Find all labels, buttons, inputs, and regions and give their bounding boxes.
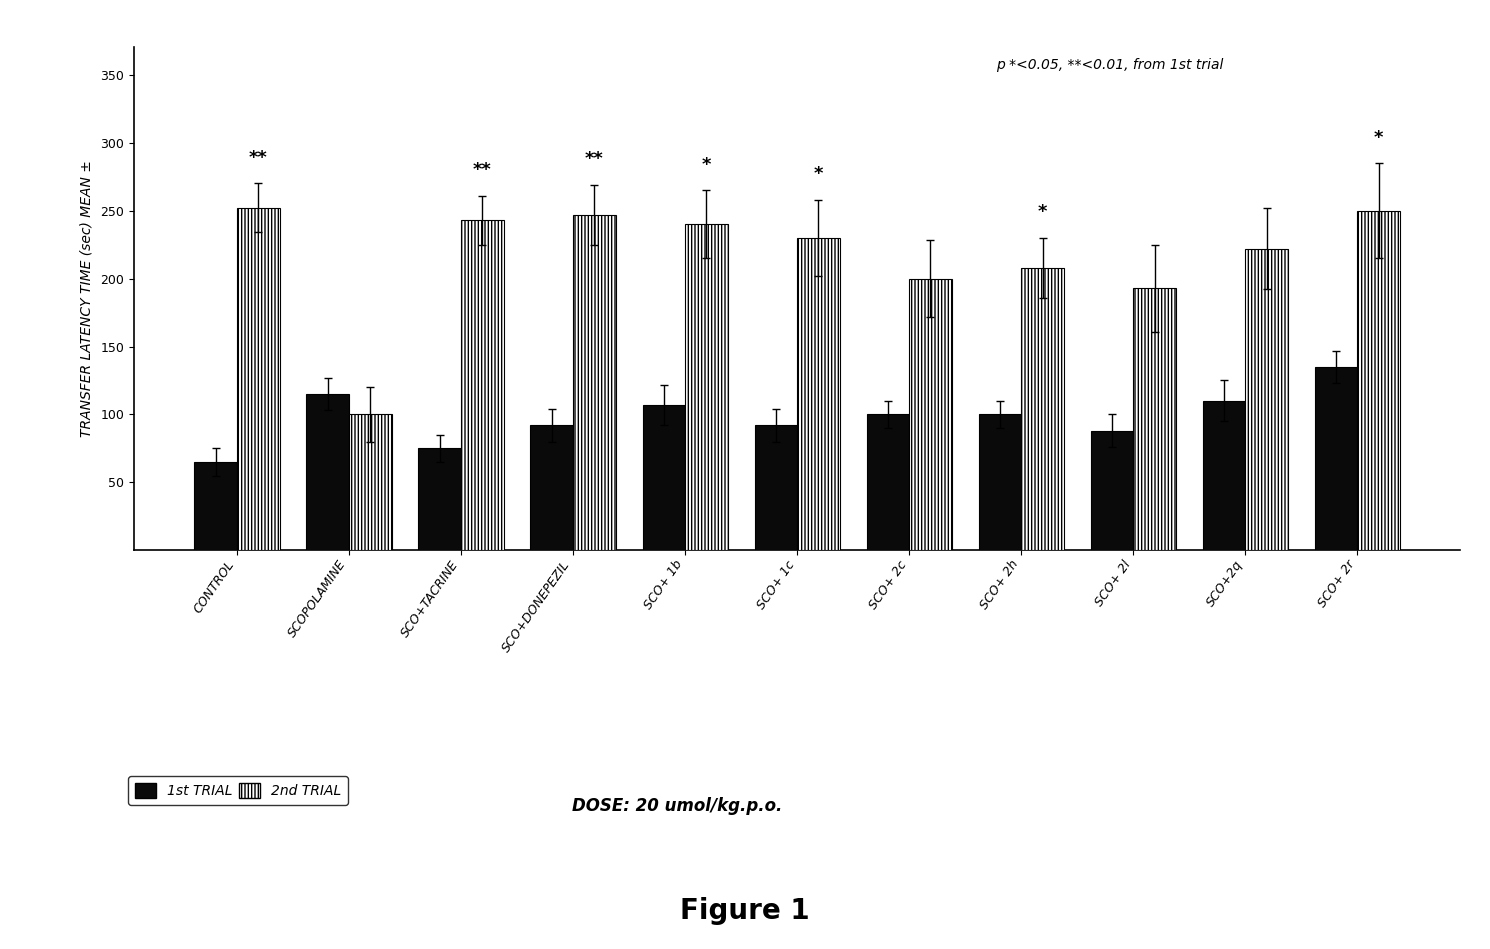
- Bar: [797, 238, 840, 550]
- Text: DOSE: 20 umol/kg.p.o.: DOSE: 20 umol/kg.p.o.: [572, 797, 782, 815]
- Bar: [307, 394, 349, 550]
- Bar: [1357, 211, 1401, 550]
- Bar: [867, 415, 909, 550]
- Bar: [237, 208, 280, 550]
- Bar: [979, 415, 1021, 550]
- Text: Figure 1: Figure 1: [681, 897, 809, 925]
- Bar: [460, 220, 504, 550]
- Text: **: **: [472, 161, 492, 179]
- Bar: [1314, 367, 1357, 550]
- Bar: [1134, 288, 1176, 550]
- Bar: [530, 425, 574, 550]
- Bar: [194, 462, 237, 550]
- Bar: [349, 415, 392, 550]
- Bar: [642, 405, 685, 550]
- Bar: [419, 449, 460, 550]
- Text: **: **: [249, 149, 268, 167]
- Text: **: **: [586, 151, 603, 168]
- Text: *: *: [702, 156, 711, 174]
- Text: p *<0.05, **<0.01, from 1st trial: p *<0.05, **<0.01, from 1st trial: [997, 58, 1223, 71]
- Bar: [909, 279, 952, 550]
- Bar: [574, 214, 615, 550]
- Bar: [685, 224, 727, 550]
- Bar: [1021, 268, 1064, 550]
- Bar: [1091, 431, 1134, 550]
- Text: *: *: [1374, 129, 1383, 147]
- Bar: [1202, 400, 1246, 550]
- Text: *: *: [1039, 203, 1047, 221]
- Bar: [1246, 249, 1287, 550]
- Legend: 1st TRIAL, 2nd TRIAL: 1st TRIAL, 2nd TRIAL: [128, 776, 349, 805]
- Text: *: *: [814, 165, 822, 183]
- Y-axis label: TRANSFER LATENCY TIME (sec) MEAN ±: TRANSFER LATENCY TIME (sec) MEAN ±: [79, 160, 94, 437]
- Bar: [754, 425, 797, 550]
